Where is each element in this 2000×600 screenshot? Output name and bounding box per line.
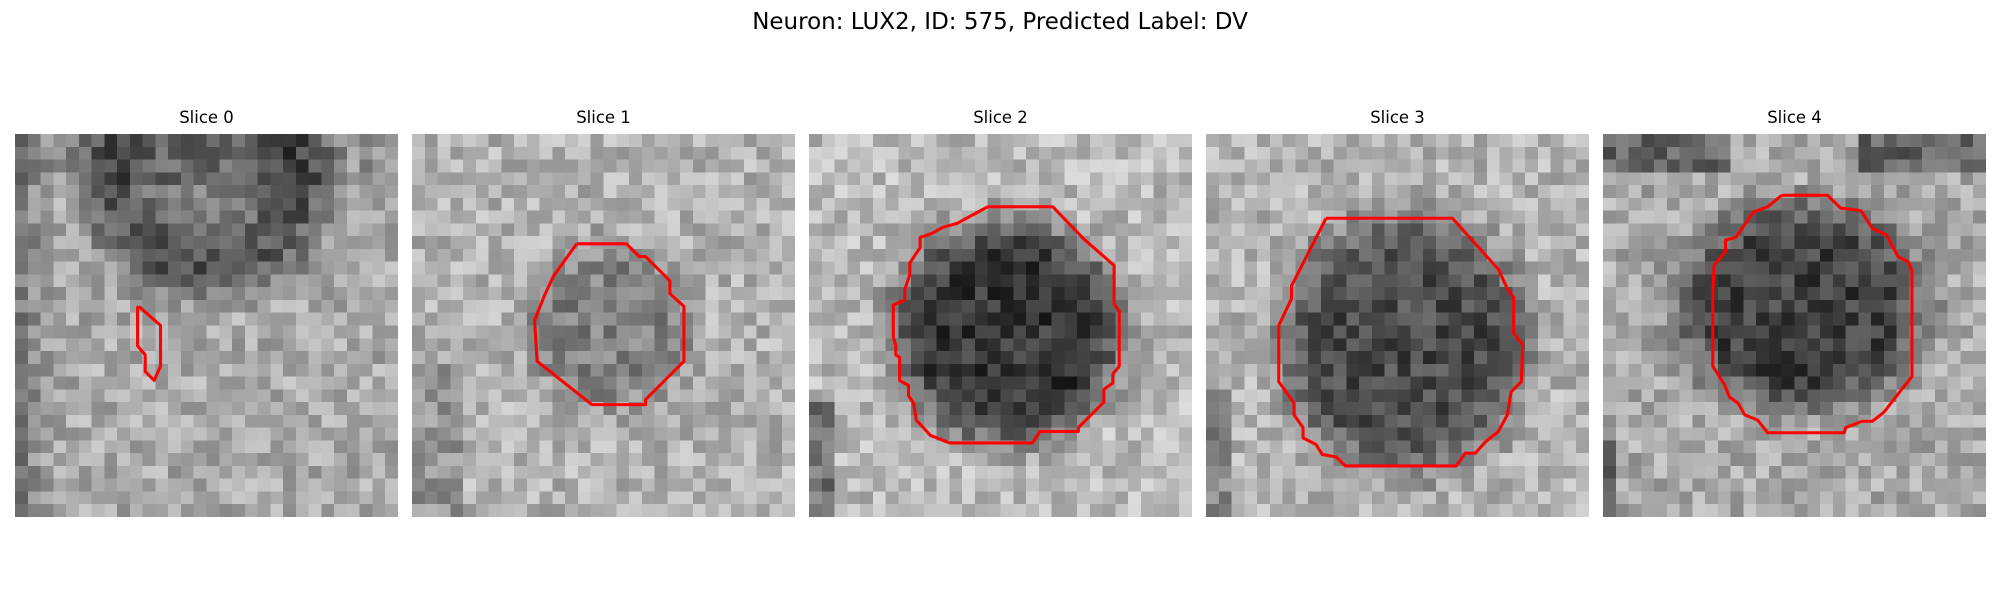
slice-image xyxy=(1206,134,1589,517)
roi-contour xyxy=(533,242,686,407)
slice-image xyxy=(809,134,1192,517)
pixel-grid xyxy=(1603,134,1986,517)
pixel-grid xyxy=(1206,134,1589,517)
slice-image xyxy=(1603,134,1986,517)
slice-image xyxy=(412,134,795,517)
pixel-grid xyxy=(15,134,398,517)
roi-contour xyxy=(136,305,163,382)
slice-panel-3: Slice 3 xyxy=(1206,107,1589,520)
slice-image xyxy=(15,134,398,517)
figure-title: Neuron: LUX2, ID: 575, Predicted Label: … xyxy=(752,9,1248,35)
slice-title: Slice 3 xyxy=(1370,108,1425,127)
slice-title: Slice 2 xyxy=(973,108,1028,127)
slice-panel-0: Slice 0 xyxy=(15,107,398,520)
slice-panel-4: Slice 4 xyxy=(1603,107,1986,520)
slice-title: Slice 4 xyxy=(1767,108,1822,127)
slice-title: Slice 1 xyxy=(576,108,631,127)
slice-panel-1: Slice 1 xyxy=(412,107,795,520)
roi-contour xyxy=(891,205,1121,445)
slice-title: Slice 0 xyxy=(179,108,234,127)
slice-panel-2: Slice 2 xyxy=(809,107,1192,520)
roi-contour xyxy=(1277,216,1525,468)
roi-contour xyxy=(1711,193,1914,435)
pixel-grid xyxy=(809,134,1192,517)
pixel-grid xyxy=(412,134,795,517)
